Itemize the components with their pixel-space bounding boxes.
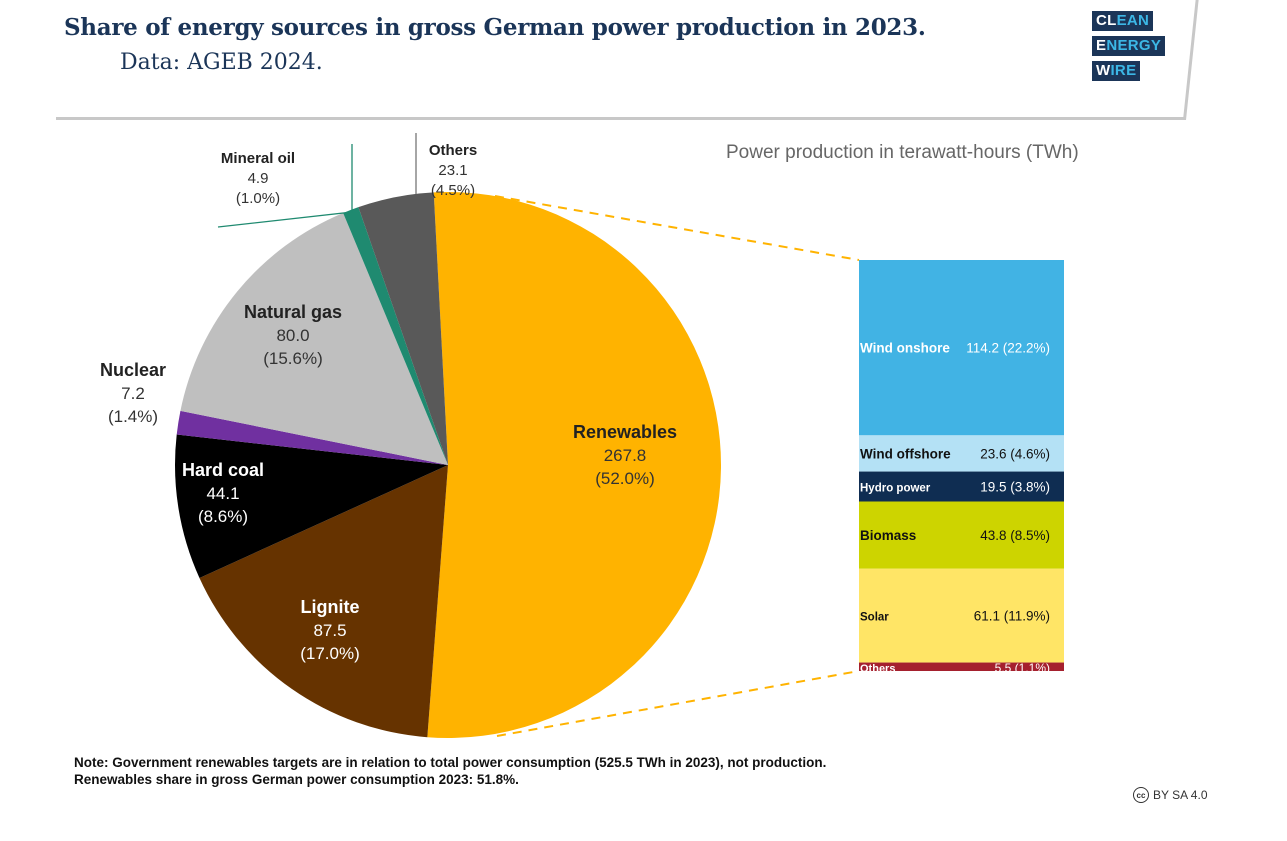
pie-label-natural-gas: Natural gas 80.0 (15.6%) <box>244 302 342 368</box>
pie-label-value: 7.2 <box>121 384 145 403</box>
pie-label-name: Hard coal <box>182 460 264 480</box>
leader-line-mineral-oil <box>217 144 353 228</box>
clean-energy-wire-logo: CLEAN ENERGY WIRE <box>1092 10 1166 85</box>
pie-label-percent: (8.6%) <box>198 507 248 526</box>
pie-slice-nuclear <box>176 410 448 465</box>
bar-segment-value: 5.5 (1.1%) <box>995 661 1050 675</box>
pie-label-name: Nuclear <box>100 360 166 380</box>
pie-label-value: 267.8 <box>604 446 647 465</box>
pie-label-percent: (1.0%) <box>236 190 280 207</box>
chart-title: Share of energy sources in gross German … <box>64 14 926 41</box>
pie-label-value: 4.9 <box>248 170 269 187</box>
bar-segment-rect <box>859 435 1064 472</box>
connector-lines <box>494 195 860 737</box>
pie-label-renewables: Renewables 267.8 (52.0%) <box>573 422 677 488</box>
bar-segment-value: 19.5 (3.8%) <box>980 480 1050 495</box>
pie-slice-natural-gas <box>180 212 448 465</box>
pie-label-nuclear: Nuclear 7.2 (1.4%) <box>100 360 166 426</box>
bar-segment-label: Solar <box>860 612 889 624</box>
bar-segment-wind-offshore: Wind offshore 23.6 (4.6%) <box>859 435 1064 472</box>
pie-label-others: Others 23.1 (4.5%) <box>429 142 477 199</box>
bar-segment-wind-onshore: Wind onshore 114.2 (22.2%) <box>859 260 1064 436</box>
pie-slice-lignite <box>199 465 448 738</box>
license-text: BY SA 4.0 <box>1153 788 1208 802</box>
bar-segment-label: Hydro power <box>860 483 931 495</box>
pie-labels: Renewables 267.8 (52.0%) Lignite 87.5 (17.0%)… <box>100 133 677 663</box>
bar-segment-value: 114.2 (22.2%) <box>966 341 1050 356</box>
pie-label-mineral-oil: Mineral oil 4.9 (1.0%) <box>221 150 295 207</box>
pie-label-value: 87.5 <box>313 621 346 640</box>
header-divider <box>56 117 1186 120</box>
pie-slice-hard-coal <box>174 434 448 578</box>
logo-line-clean: CLEAN <box>1092 11 1154 31</box>
bar-segment-hydro-power: Hydro power 19.5 (3.8%) <box>859 471 1064 502</box>
pie-slice-others <box>358 192 448 465</box>
pie-slice-renewables <box>427 192 721 739</box>
bar-segment-biomass: Biomass 43.8 (8.5%) <box>859 501 1064 569</box>
footnote-line-1: Note: Government renewables targets are … <box>74 755 827 770</box>
bar-segment-solar: Solar 61.1 (11.9%) <box>859 568 1064 663</box>
bar-segment-label: Wind onshore <box>860 341 950 356</box>
pie-label-percent: (4.5%) <box>431 182 475 199</box>
bar-segment-rect <box>859 568 1064 663</box>
connector-bottom <box>496 670 860 737</box>
cc-icon: cc <box>1133 787 1149 803</box>
pie-label-value: 80.0 <box>276 326 309 345</box>
pie-label-value: 44.1 <box>206 484 239 503</box>
pie-label-name: Others <box>429 142 477 159</box>
logo-line-wire: WIRE <box>1092 61 1141 81</box>
pie-label-percent: (15.6%) <box>263 349 323 368</box>
bar-segment-others: Others 5.5 (1.1%) <box>859 661 1064 675</box>
bar-segment-rect <box>859 471 1064 502</box>
pie-label-percent: (1.4%) <box>108 407 158 426</box>
pie-label-hard-coal: Hard coal 44.1 (8.6%) <box>182 460 264 526</box>
pie-chart <box>174 192 721 739</box>
connector-top <box>494 195 860 261</box>
bar-segment-rect <box>859 662 1064 671</box>
footnote-line-2: Renewables share in gross German power c… <box>74 772 519 787</box>
bar-segment-value: 61.1 (11.9%) <box>974 609 1050 624</box>
logo-line-energy: ENERGY <box>1092 36 1166 56</box>
license: cc BY SA 4.0 <box>1133 787 1208 803</box>
pie-label-name: Lignite <box>301 597 360 617</box>
bar-segment-value: 43.8 (8.5%) <box>980 528 1050 543</box>
chart-subtitle: Data: AGEB 2024. <box>120 50 323 75</box>
pie-label-name: Mineral oil <box>221 150 295 167</box>
pie-label-percent: (17.0%) <box>300 644 360 663</box>
pie-slice-mineral-oil <box>343 207 448 465</box>
renewables-breakdown-bar: Wind onshore 114.2 (22.2%) Wind offshore 23… <box>859 260 1064 675</box>
bar-segment-rect <box>859 501 1064 569</box>
pie-label-lignite: Lignite 87.5 (17.0%) <box>300 597 360 663</box>
pie-label-name: Natural gas <box>244 302 342 322</box>
bar-segment-value: 23.6 (4.6%) <box>980 446 1050 461</box>
pie-label-value: 23.1 <box>438 162 467 179</box>
pie-label-percent: (52.0%) <box>595 469 655 488</box>
unit-label: Power production in terawatt-hours (TWh) <box>726 142 1079 163</box>
bar-segment-label: Wind offshore <box>860 446 951 461</box>
footnote: Note: Government renewables targets are … <box>74 754 826 788</box>
bar-segment-label: Others <box>860 663 895 675</box>
bar-segment-label: Biomass <box>860 528 916 543</box>
bar-segment-rect <box>859 260 1064 436</box>
pie-label-name: Renewables <box>573 422 677 442</box>
